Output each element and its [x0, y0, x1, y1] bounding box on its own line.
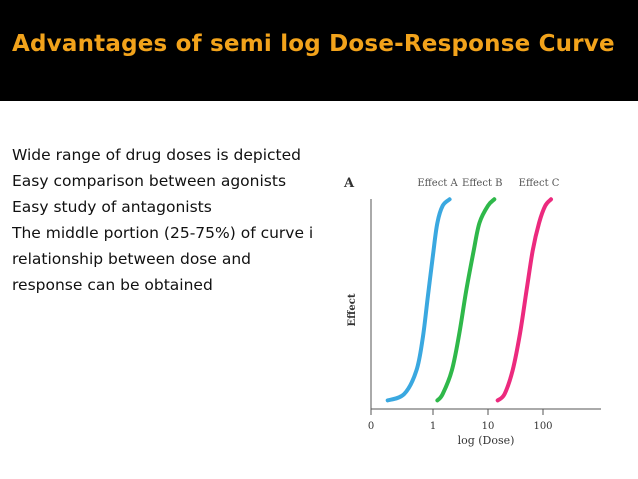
series-line-effect-c [495, 197, 553, 403]
dose-response-figure: A Effect log (Dose) 0 1 10 100 Effect A Effe… [338, 162, 628, 462]
bullet-item: relationship between dose and [12, 250, 252, 268]
bullet-item: Wide range of drug doses is depicted [12, 146, 301, 164]
x-tick-label: 100 [533, 421, 552, 432]
series-label: Effect C [519, 178, 560, 189]
bullet-list: Wide range of drug doses is depicted Eas… [12, 142, 342, 298]
x-tick-label: 1 [430, 421, 436, 432]
series-line-effect-b [435, 197, 497, 403]
x-axis-label: log (Dose) [458, 434, 515, 447]
slide-title: Advantages of semi log Dose-Response Cur… [12, 31, 615, 57]
bullet-item: Easy comparison between agonists [12, 172, 287, 190]
x-tick-label: 10 [482, 421, 495, 432]
series-line-effect-a [385, 197, 452, 403]
bullet-item: response can be obtained [12, 276, 213, 294]
y-axis-label: Effect [347, 293, 358, 326]
bullet-item: Easy study of antagonists [12, 198, 212, 216]
title-bar: Advantages of semi log Dose-Response Cur… [0, 0, 638, 101]
dose-response-chart: A Effect log (Dose) 0 1 10 100 Effect A Effe… [343, 176, 601, 447]
panel-label: A [343, 176, 355, 191]
x-tick-label: 0 [368, 421, 374, 432]
series-label: Effect A [417, 178, 458, 189]
bullet-item: The middle portion (25-75%) of curve i [12, 224, 314, 242]
series-label: Effect B [462, 178, 502, 189]
